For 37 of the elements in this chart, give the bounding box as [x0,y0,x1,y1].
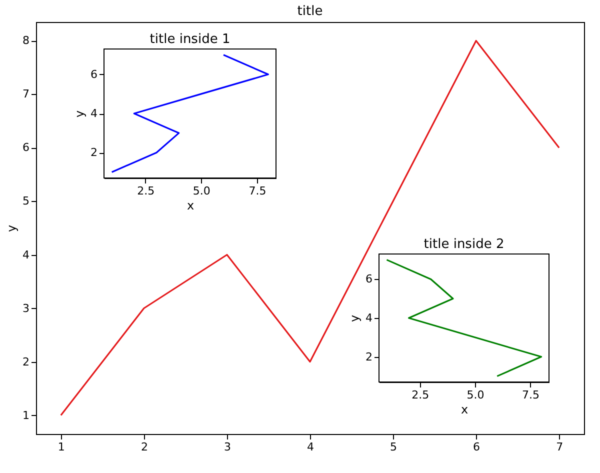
y-tick-label: 6 [366,272,372,286]
y-tick-label: 7 [22,88,30,101]
x-tick-label: 2.5 [412,388,430,402]
y-tick-label: 5 [22,194,30,208]
chart-title: title [297,4,323,19]
y-axis-title: y [4,224,18,232]
y-tick-label: 2 [366,350,372,364]
y-tick-label: 3 [22,302,30,315]
chart-title: title inside 2 [424,237,504,252]
chart-title: title inside 1 [150,32,230,47]
y-tick-label: 6 [90,68,98,81]
x-tick-label: 1 [58,440,65,454]
y-tick-label: 1 [22,408,30,422]
y-axis-title: y [72,110,86,118]
x-tick-label: 2 [140,440,148,454]
x-tick-label: 5 [390,440,398,454]
y-tick-label: 4 [22,248,30,262]
y-axis-title: y [348,314,362,322]
x-axis-title: x [460,402,468,416]
line-series [111,54,269,173]
x-tick-label: 7.5 [522,388,540,402]
y-tick-label: 2 [90,146,98,160]
x-tick-label: 3 [224,440,231,454]
x-tick-label: 7.5 [248,184,266,198]
x-tick-label: 5.0 [192,184,210,198]
y-tick-label: 6 [22,141,30,154]
x-tick-label: 7 [556,440,564,454]
x-tick-label: 5.0 [466,388,484,402]
x-tick-label: 4 [307,440,314,454]
x-tick-label: 2.5 [137,184,155,198]
y-tick-label: 4 [366,312,372,324]
y-tick-label: 4 [90,107,98,120]
x-axis-title: x [186,198,194,212]
y-tick-label: 8 [22,34,30,48]
x-tick-label: 6 [473,440,480,454]
y-tick-label: 2 [22,355,30,368]
line-series [386,259,542,377]
